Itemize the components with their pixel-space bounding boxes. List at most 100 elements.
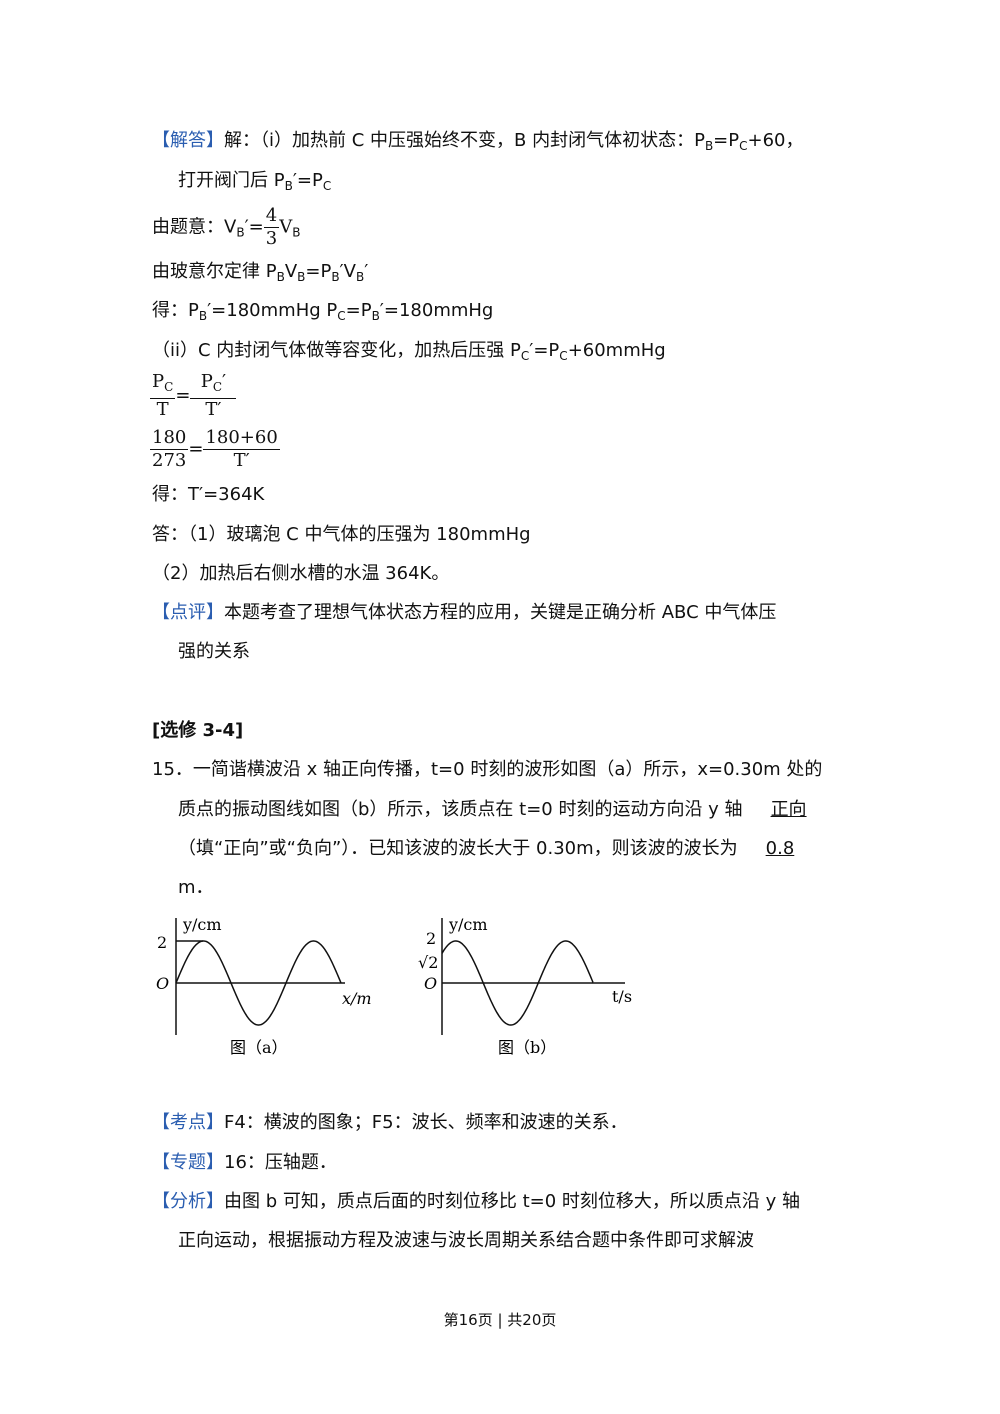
text: （ii）C 内封闭气体做等容变化，加热后压强 P — [152, 340, 521, 361]
text: ′ — [364, 261, 369, 282]
sub: B — [371, 309, 380, 323]
numerator: 180+60 — [203, 427, 280, 450]
sub: C — [212, 380, 223, 394]
sub: B — [297, 270, 306, 284]
caption: 图（b） — [498, 1038, 556, 1057]
text: = — [188, 438, 204, 460]
text: +60mmHg — [567, 340, 666, 361]
text: +60， — [747, 130, 804, 151]
text-line: （填“正向”或“负向”）．已知该波的波长大于 0.30m，则该波的波长为 0.8 — [178, 836, 794, 862]
answer: 正向 — [770, 799, 807, 820]
text: 由玻意尔定律 P — [152, 261, 277, 282]
numerator: 4 — [263, 205, 280, 228]
tag: 【点评】 — [152, 602, 224, 623]
text: P — [152, 371, 165, 392]
text: 得：P — [152, 300, 199, 321]
text-line: 打开阀门后 PB′=PC — [178, 168, 331, 199]
formula-line: 180 273 = 180+60 T′ — [150, 427, 280, 472]
sub: B — [198, 309, 208, 323]
text-line: m． — [178, 877, 214, 898]
text-line: 正向运动，根据振动方程及波速与波长周期关系结合题中条件即可求解波 — [178, 1230, 754, 1251]
text: （填“正向”或“负向”）．已知该波的波长大于 0.30m，则该波的波长为 — [178, 838, 738, 859]
figures: y/cm 2 O x/m 图（a） y/cm 2 √2 O t/s 图（b） — [156, 915, 632, 1057]
text: =P — [305, 261, 332, 282]
text: ′V — [339, 261, 356, 282]
fraction: 180 273 — [150, 427, 189, 472]
text: 16：压轴题． — [224, 1152, 337, 1173]
denominator: 273 — [152, 450, 187, 471]
text-line: 【解答】解：（i）加热前 C 中压强始终不变，B 内封闭气体初状态：PB=PC+… — [152, 128, 804, 159]
sub: C — [739, 139, 748, 153]
y-tick-label: 2 — [157, 933, 167, 952]
text: 质点的振动图线如图（b）所示，该质点在 t=0 时刻的运动方向沿 y 轴 — [178, 799, 743, 820]
tag: 【专题】 — [152, 1152, 224, 1173]
text: 由题意：V — [152, 216, 237, 238]
text: ′= — [244, 216, 264, 238]
tag: 【考点】 — [152, 1112, 224, 1133]
text-line: 答：（1）玻璃泡 C 中气体的压强为 180mmHg — [152, 524, 531, 545]
sub: C — [322, 179, 332, 193]
footer: 第16页 | 共20页 — [443, 1311, 557, 1329]
text: =P — [345, 300, 372, 321]
numerator: 180 — [150, 427, 189, 450]
text-line: 15．一简谐横波沿 x 轴正向传播，t=0 时刻的波形如图（a）所示，x=0.3… — [152, 757, 822, 783]
denominator: T — [156, 399, 169, 420]
sub: C — [337, 309, 346, 323]
text-line: 得：T′=364K — [152, 484, 265, 505]
text: =P — [713, 130, 740, 151]
text-line: 由玻意尔定律 PBVB=PB′VB′ — [152, 259, 368, 290]
text: 一简谐横波沿 x 轴正向传播，t=0 时刻的波形如图（a）所示，x=0.30m … — [192, 759, 823, 780]
text-line: 质点的振动图线如图（b）所示，该质点在 t=0 时刻的运动方向沿 y 轴 正向 — [178, 797, 807, 823]
x-label: x/m — [342, 989, 372, 1008]
sub: B — [331, 270, 340, 284]
text-line: 【专题】16：压轴题． — [152, 1150, 337, 1176]
text: P — [200, 371, 213, 392]
answer: 0.8 — [765, 838, 795, 859]
y-label: y/cm — [448, 915, 488, 934]
text-line: 【考点】F4：横波的图象；F5：波长、频率和波速的关系． — [152, 1110, 628, 1136]
vibration-curve — [441, 940, 594, 1026]
question-number: 15． — [152, 759, 193, 780]
section-title: [选修 3-4] — [152, 720, 244, 741]
y-tick-label: √2 — [418, 953, 438, 972]
sub: C — [520, 349, 530, 363]
sub: B — [355, 270, 365, 284]
numerator: PC′ — [190, 371, 237, 399]
text: ′ — [222, 371, 227, 392]
denominator: T′ — [233, 450, 250, 471]
fraction: PC T — [150, 371, 176, 421]
tag: 【分析】 — [152, 1191, 224, 1212]
sub: C — [559, 349, 568, 363]
wave-curve — [175, 940, 342, 1026]
text-line: （ii）C 内封闭气体做等容变化，加热后压强 PC′=PC+60mmHg — [152, 338, 666, 369]
text: 由图 b 可知，质点后面的时刻位移比 t=0 时刻位移大，所以质点沿 y 轴 — [224, 1191, 800, 1212]
text: V — [279, 216, 293, 238]
tag: 【解答】 — [152, 130, 224, 151]
sub: B — [236, 225, 245, 240]
caption: 图（a） — [230, 1038, 288, 1057]
text-line: 强的关系 — [178, 641, 250, 662]
fraction: PC′ T′ — [190, 371, 237, 421]
text: V — [284, 261, 298, 282]
sub: B — [276, 270, 285, 284]
sub: B — [704, 139, 714, 153]
sub: C — [164, 380, 174, 394]
text: ′=P — [292, 170, 323, 191]
denominator: 3 — [265, 228, 278, 249]
text: 解：（i）加热前 C 中压强始终不变，B 内封闭气体初状态：P — [224, 130, 705, 151]
denominator: T′ — [205, 399, 222, 420]
sub: B — [284, 179, 293, 193]
numerator: PC — [150, 371, 176, 399]
y-label: y/cm — [182, 915, 222, 934]
origin-label: O — [156, 974, 169, 993]
formula-line: PC T = PC′ T′ — [150, 371, 237, 421]
x-label: t/s — [612, 987, 632, 1006]
text: F4：横波的图象；F5：波长、频率和波速的关系． — [224, 1112, 628, 1133]
sub: B — [292, 225, 301, 240]
text: = — [175, 385, 191, 406]
text: 打开阀门后 P — [178, 170, 285, 191]
text-line: 【分析】由图 b 可知，质点后面的时刻位移比 t=0 时刻位移大，所以质点沿 y… — [152, 1189, 800, 1215]
text: ′=180mmHg — [379, 300, 494, 321]
